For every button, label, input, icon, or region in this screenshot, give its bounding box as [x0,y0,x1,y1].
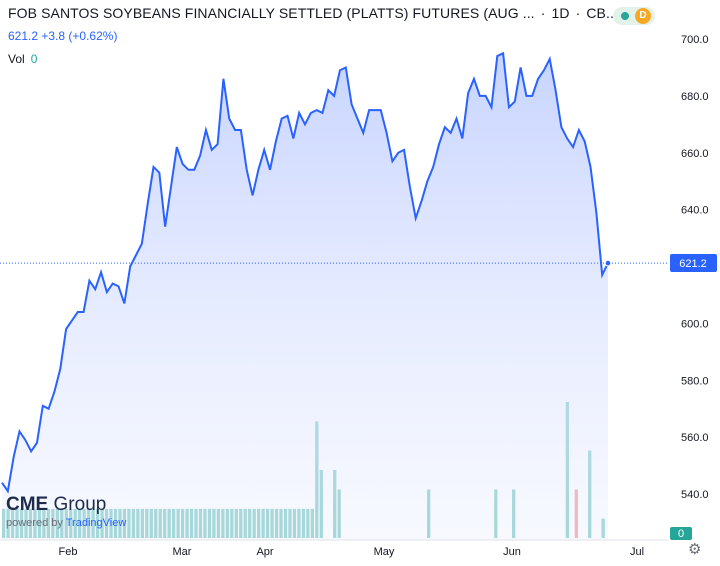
delayed-data-icon: D [635,8,651,24]
last-price: 621.2 [8,29,39,43]
cme-group-brand: CME Group [6,494,107,515]
header-separator: · [575,5,581,21]
tradingview-link[interactable]: TradingView [65,517,127,529]
time-axis-tick-label: May [374,546,395,558]
price-quote: 621.2 +3.8 (+0.62%) [8,29,117,43]
interval-label[interactable]: 1D [551,5,570,21]
exchange-label: CB... [586,5,618,21]
time-axis-tick-label: Apr [256,546,273,558]
price-axis-tick-label: 680.0 [681,91,709,103]
price-axis-tick-label: 600.0 [681,318,709,330]
header-separator: · [540,5,546,21]
price-line [1,51,609,494]
last-price-tag [670,254,717,272]
volume-scale-tag [670,527,692,540]
volume-label: Vol [8,52,25,66]
price-axis[interactable]: 700.0680.0660.0640.0620.0600.0580.0560.0… [681,34,709,501]
time-axis-tick-label: Jun [503,546,521,558]
price-axis-tick-label: 560.0 [681,432,709,444]
last-price-point [604,259,612,267]
price-change: +3.8 [41,29,66,43]
volume-legend[interactable]: Vol 0 [8,52,37,66]
symbol-title[interactable]: FOB SANTOS SOYBEANS FINANCIALLY SETTLED … [8,5,535,21]
settings-gear-icon[interactable]: ⚙ [688,541,702,558]
price-axis-tick-label: 580.0 [681,375,709,387]
price-axis-tick-label: 640.0 [681,205,709,217]
volume-scale-label: 0 [678,528,684,540]
price-axis-tick-label: 700.0 [681,34,709,46]
price-axis-tick-label: 660.0 [681,148,709,160]
price-axis-tick-label: 540.0 [681,489,709,501]
symbol-header[interactable]: FOB SANTOS SOYBEANS FINANCIALLY SETTLED … [8,5,618,21]
time-axis-tick-label: Feb [59,546,78,558]
price-area-fill [2,53,608,540]
time-axis-tick-label: Mar [173,546,192,558]
cme-group-logo[interactable]: CME Group powered by TradingView [6,494,126,529]
time-axis[interactable]: Feb Mar Apr May Jun Jul [59,546,645,558]
market-open-dot-icon [621,12,629,20]
price-change-percent: (+0.62%) [68,29,118,43]
market-status-badge[interactable]: D [613,7,655,25]
time-axis-tick-label: Jul [630,546,644,558]
last-price-tag-label: 621.2 [679,258,707,270]
powered-by-tradingview[interactable]: powered by TradingView [6,517,127,529]
volume-value: 0 [30,52,38,66]
